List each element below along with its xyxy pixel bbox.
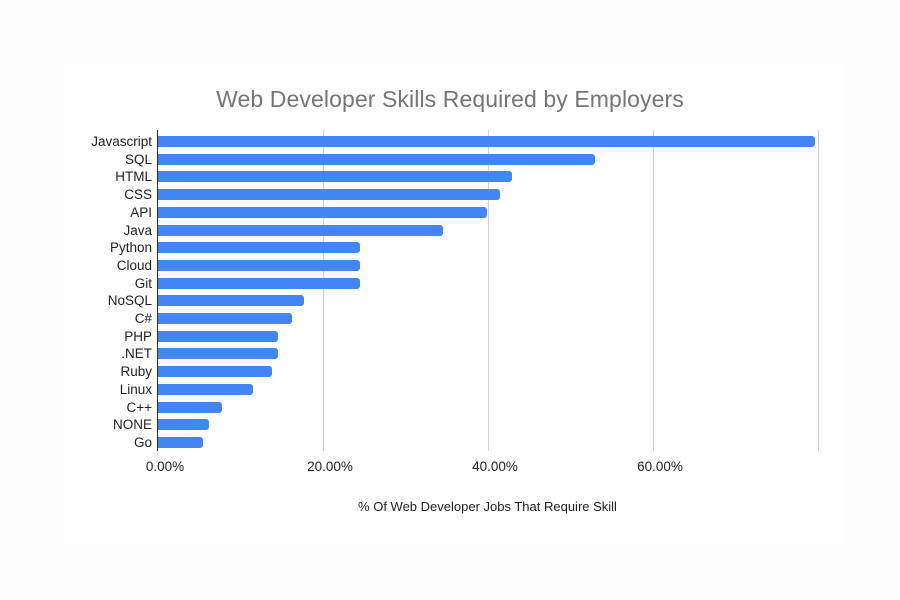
category-label: SQL xyxy=(124,151,152,167)
gridline xyxy=(653,130,654,451)
category-label: HTML xyxy=(115,169,152,185)
bar-javascript xyxy=(158,136,815,147)
bar-c xyxy=(158,313,292,324)
y-axis-line xyxy=(157,130,158,451)
x-axis-label: % Of Web Developer Jobs That Require Ski… xyxy=(358,499,617,514)
x-tick-label: 20.00% xyxy=(307,459,353,474)
gridline xyxy=(323,130,324,451)
bar-css xyxy=(158,189,501,201)
category-label: Python xyxy=(109,240,152,256)
bar-git xyxy=(158,277,361,289)
category-label: Go xyxy=(133,434,152,450)
bar-html xyxy=(158,171,512,183)
bar-net xyxy=(158,348,278,360)
bar-python xyxy=(158,242,361,254)
category-label: Git xyxy=(134,275,152,291)
category-label: C# xyxy=(134,311,152,326)
gridline xyxy=(488,130,489,451)
category-label: Javascript xyxy=(91,134,152,149)
bar-api xyxy=(158,206,488,218)
x-tick-label: 0.00% xyxy=(145,459,185,474)
bar-ruby xyxy=(158,366,272,378)
category-label: Cloud xyxy=(116,257,152,273)
bar-none xyxy=(158,419,210,431)
category-label: Ruby xyxy=(120,364,152,380)
chart-title: Web Developer Skills Required by Employe… xyxy=(216,86,684,112)
bar-sql xyxy=(158,153,596,165)
category-label: C++ xyxy=(126,399,152,415)
category-label: Java xyxy=(123,222,152,238)
x-tick-label: 40.00% xyxy=(472,459,518,474)
category-label: PHP xyxy=(124,328,152,344)
bar-php xyxy=(158,330,278,342)
category-label: .NET xyxy=(121,346,152,362)
x-tick-label: 60.00% xyxy=(637,459,683,474)
bar-nosql xyxy=(158,295,305,307)
bar-c xyxy=(158,401,223,413)
bar-java xyxy=(158,224,443,236)
bar-go xyxy=(158,436,203,448)
bar-cloud xyxy=(158,259,361,271)
category-label: NONE xyxy=(112,417,152,433)
gridline xyxy=(818,130,819,451)
category-label: CSS xyxy=(124,187,152,203)
bar-linux xyxy=(158,383,253,395)
category-label: API xyxy=(130,204,152,220)
category-label: NoSQL xyxy=(107,293,152,309)
category-label: Linux xyxy=(119,381,152,397)
